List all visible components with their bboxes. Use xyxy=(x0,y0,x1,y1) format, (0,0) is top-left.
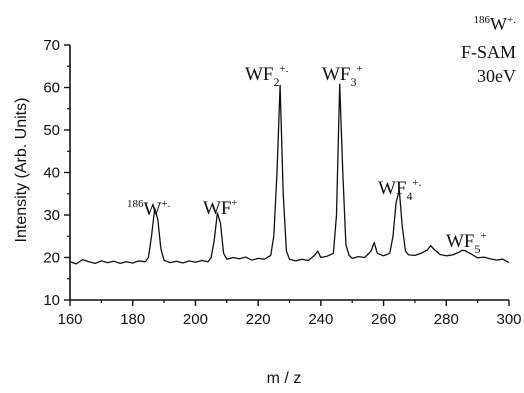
peak-label-wf2: WF2+. xyxy=(245,63,289,89)
peak-label-wf5: WF5+ xyxy=(446,230,487,256)
x-tick-label-220: 220 xyxy=(246,311,271,328)
y-axis-title: Intensity (Arb. Units) xyxy=(13,98,30,243)
y-tick-label-40: 40 xyxy=(43,165,60,182)
peak-label-wf: WF+ xyxy=(203,197,238,219)
y-tick-label-60: 60 xyxy=(43,80,60,97)
y-tick-label-70: 70 xyxy=(43,37,60,54)
peak-label-wf4: WF4+. xyxy=(378,177,422,203)
tick-labels: 160 180 200 220 240 260 280 300 10 20 30 40 50 60 70 xyxy=(43,37,521,328)
corner-ion-label: 186W+. xyxy=(474,14,517,34)
peak-label-wf3: WF3+ xyxy=(322,63,363,89)
peak-label-186w: 186W+. xyxy=(127,198,171,220)
x-tick-label-300: 300 xyxy=(496,311,521,328)
y-tick-label-30: 30 xyxy=(43,207,60,224)
y-tick-label-10: 10 xyxy=(43,292,60,309)
y-tick-label-50: 50 xyxy=(43,122,60,139)
x-tick-label-260: 260 xyxy=(371,311,396,328)
corner-energy-label: 30eV xyxy=(477,66,516,86)
x-tick-label-280: 280 xyxy=(434,311,459,328)
x-tick-label-240: 240 xyxy=(308,311,333,328)
ticks xyxy=(64,44,510,306)
x-tick-label-180: 180 xyxy=(120,311,145,328)
x-tick-label-160: 160 xyxy=(57,311,82,328)
spectrum-line-0 xyxy=(69,83,510,265)
corner-method-label: F-SAM xyxy=(461,42,516,62)
y-tick-label-20: 20 xyxy=(43,250,60,267)
x-axis-title: m / z xyxy=(267,370,302,387)
series-group xyxy=(69,83,510,265)
x-tick-label-200: 200 xyxy=(183,311,208,328)
